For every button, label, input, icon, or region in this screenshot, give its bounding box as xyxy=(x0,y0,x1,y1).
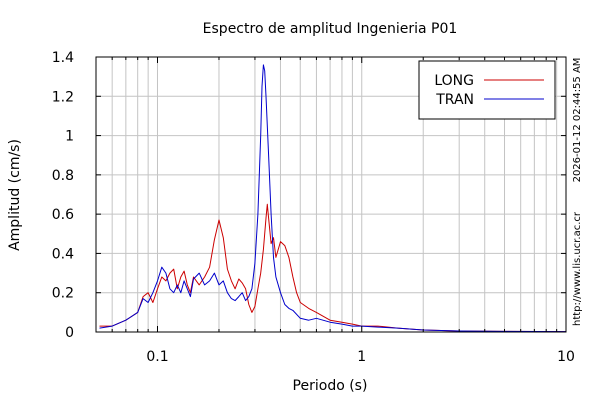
timestamp-text: 2026-01-12 02:44:55 AM xyxy=(572,58,583,183)
x-axis-label: Periodo (s) xyxy=(293,378,368,394)
plot-frame xyxy=(95,56,567,333)
legend: LONG TRAN xyxy=(418,60,556,120)
legend-label-tran: TRAN xyxy=(435,92,474,108)
y-tick-label: 0.2 xyxy=(52,286,74,302)
y-tick-label: 1 xyxy=(65,129,74,145)
chart-title: Espectro de amplitud Ingenieria P01 xyxy=(203,21,458,37)
legend-box xyxy=(418,60,556,120)
y-tick-label: 1.2 xyxy=(52,89,74,105)
x-tick-label: 1 xyxy=(357,349,366,365)
x-tick-label: 0.1 xyxy=(146,349,168,365)
y-tick-label: 0 xyxy=(65,325,74,341)
y-tick-label: 0.4 xyxy=(52,246,74,262)
series-line-long xyxy=(99,203,567,333)
series-lines xyxy=(99,64,567,333)
source-url-text: http://www.lis.ucr.ac.cr xyxy=(572,211,583,326)
y-tick-label: 0.6 xyxy=(52,207,74,223)
legend-label-long: LONG xyxy=(434,73,474,89)
x-tick-label: 10 xyxy=(557,349,575,365)
y-axis-label: Amplitud (cm/s) xyxy=(7,139,23,251)
axis-ticks: 0 0.2 0.4 0.6 0.8 1 1.2 1.4 0.1 1 10 xyxy=(52,50,575,365)
grid-lines xyxy=(95,56,566,333)
series-line-tran xyxy=(99,64,567,333)
y-tick-label: 1.4 xyxy=(52,50,74,66)
y-tick-label: 0.8 xyxy=(52,168,74,184)
